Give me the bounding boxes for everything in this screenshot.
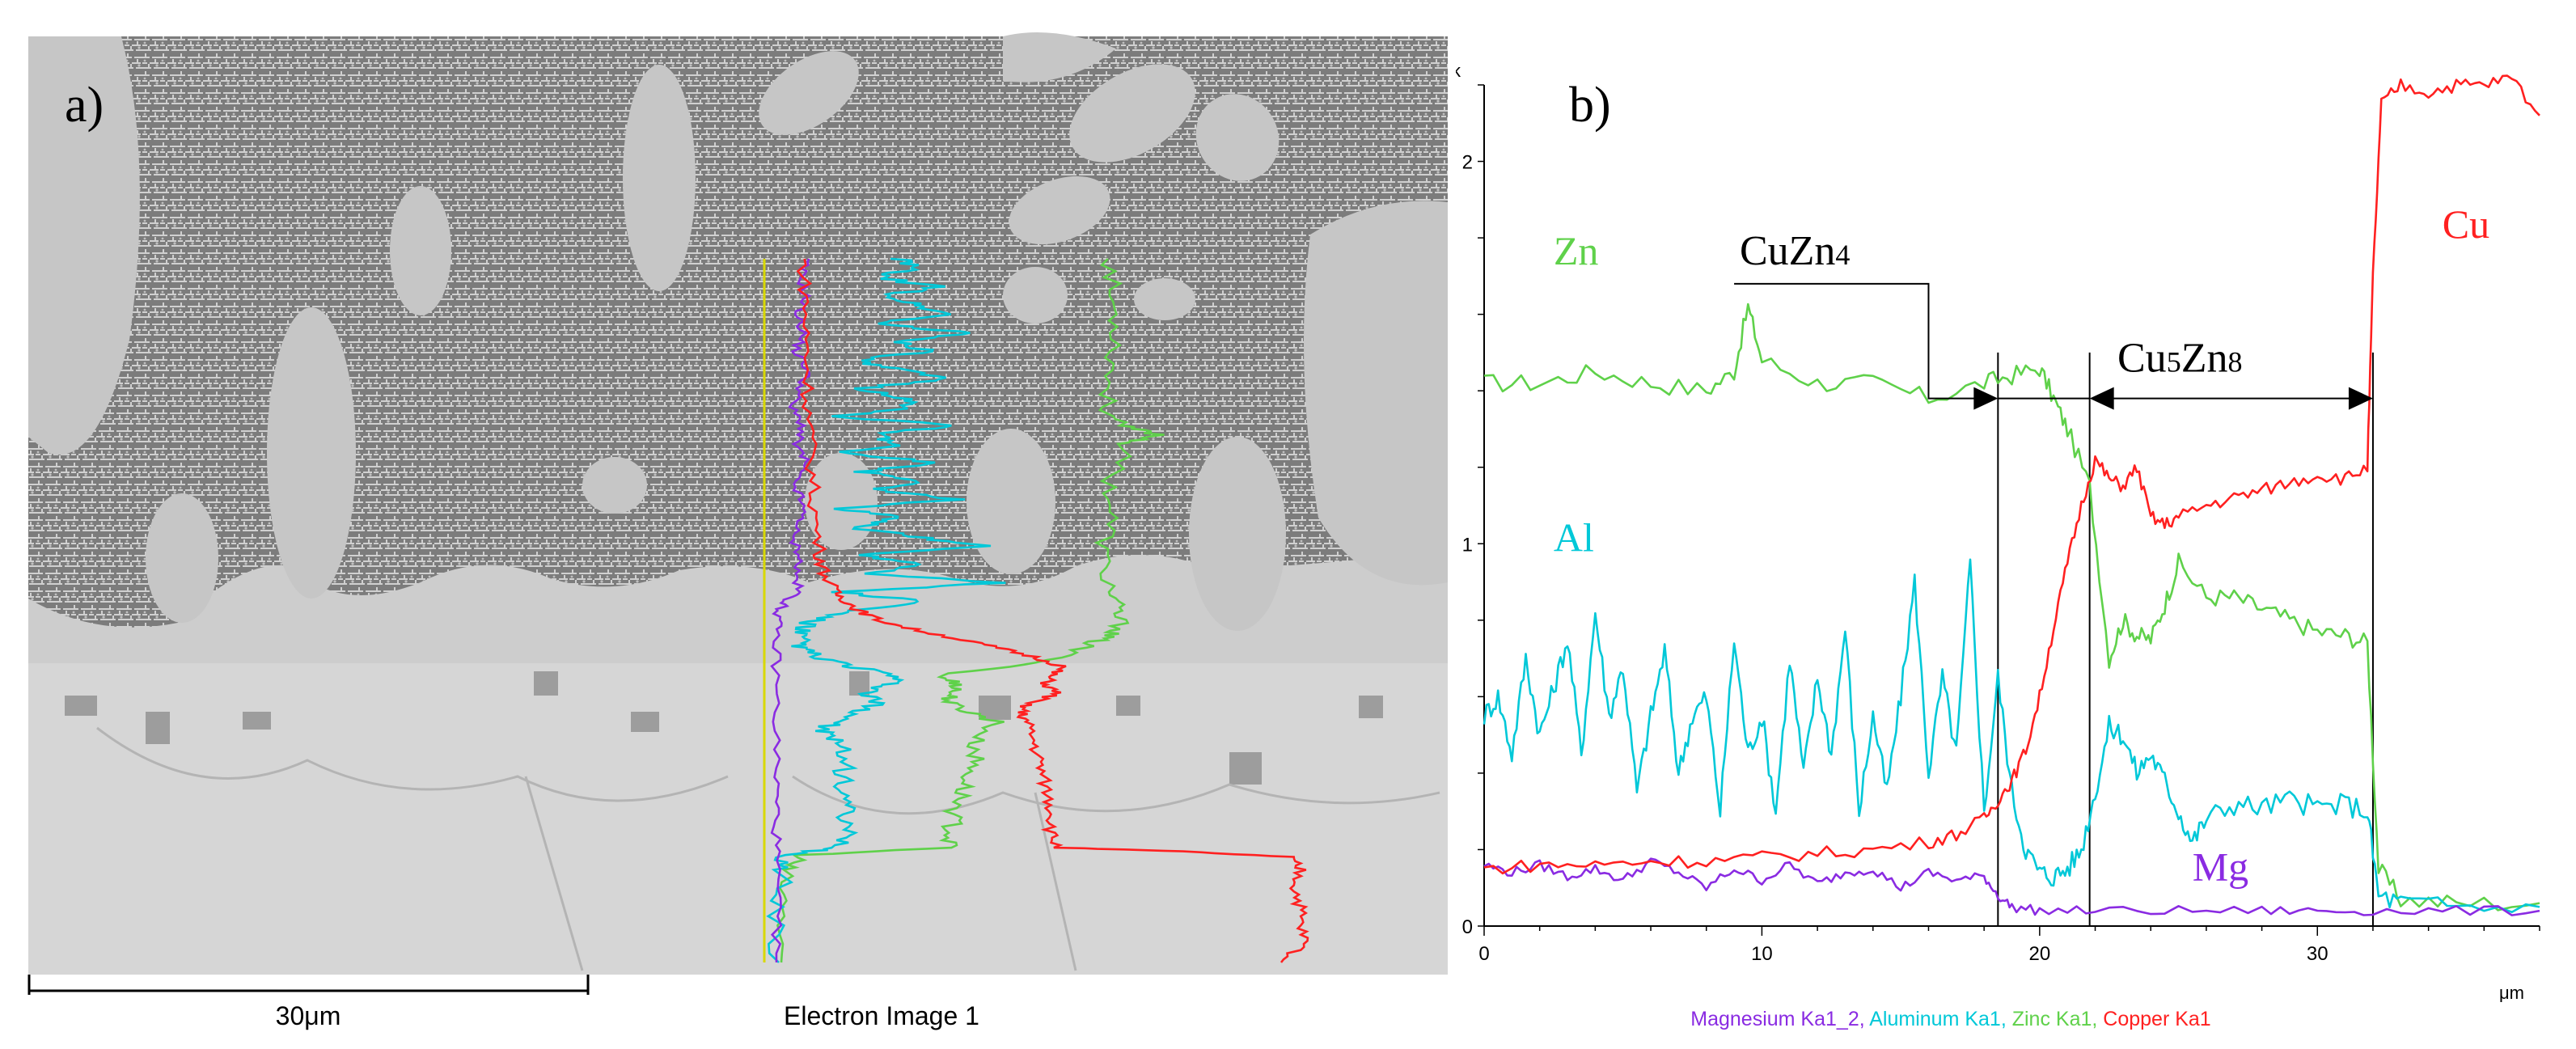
sem-linescan-profiles bbox=[766, 257, 1309, 963]
cuzn4-arrowhead bbox=[1973, 387, 1999, 410]
y-tick-label: 1 bbox=[1462, 534, 1473, 556]
cu5zn8-right-arrowhead bbox=[2348, 387, 2373, 410]
y-axis-unit: k bbox=[1456, 61, 1461, 81]
y-tick-label: 0 bbox=[1462, 916, 1473, 938]
cu5zn8-left-arrowhead bbox=[2089, 387, 2114, 410]
series-line-cu bbox=[1483, 74, 2540, 875]
x-tick-label: 20 bbox=[2028, 943, 2050, 965]
series-label-zn: Zn bbox=[1554, 228, 1599, 273]
series-label-al: Al bbox=[1554, 515, 1594, 560]
scale-bar bbox=[27, 975, 590, 995]
sem-profile-cu bbox=[796, 258, 1309, 963]
sem-profile-zn bbox=[776, 258, 1165, 963]
chart-series bbox=[1483, 74, 2540, 916]
sem-micrograph bbox=[28, 32, 1448, 975]
chart-axes: 0 10 20 30 0 1 2 bbox=[1462, 84, 2540, 965]
series-line-zn bbox=[1483, 302, 2540, 912]
scale-bar-label: 30μm bbox=[276, 1001, 341, 1030]
series-line-al bbox=[1483, 558, 2540, 913]
legend: Magnesium Ka1_2, Aluminum Ka1, Zinc Ka1,… bbox=[1690, 1008, 2210, 1030]
x-axis-unit: μm bbox=[2499, 983, 2524, 1003]
phase-boundaries bbox=[1997, 352, 2374, 926]
sem-image-panel: a) 30μm Electron Image 1 bbox=[27, 32, 1448, 1030]
series-labels: Zn Al Mg Cu bbox=[1554, 201, 2489, 889]
phase-label-cu5zn8: Cu5Zn8 bbox=[2117, 336, 2242, 382]
series-line-mg bbox=[1483, 857, 2540, 916]
panel-b-label: b) bbox=[1569, 78, 1611, 133]
image-caption: Electron Image 1 bbox=[784, 1001, 979, 1030]
sem-profile-mg bbox=[770, 258, 812, 963]
sem-profile-al bbox=[766, 257, 1006, 963]
interface-boundary bbox=[28, 555, 1448, 663]
dendrite-arms bbox=[28, 32, 1448, 631]
panel-a-label: a) bbox=[65, 78, 104, 133]
phase-annotations: CuZn4 Cu5Zn8 bbox=[1734, 228, 2373, 410]
series-label-mg: Mg bbox=[2193, 844, 2248, 889]
y-tick-label: 2 bbox=[1462, 152, 1473, 174]
substrate-grain-boundaries bbox=[96, 726, 1440, 971]
cuzn4-leader bbox=[1734, 282, 1979, 400]
x-tick-label: 0 bbox=[1478, 943, 1489, 965]
series-label-cu: Cu bbox=[2443, 201, 2489, 247]
phase-label-cuzn4: CuZn4 bbox=[1740, 228, 1850, 274]
x-tick-label: 30 bbox=[2307, 943, 2329, 965]
x-tick-label: 10 bbox=[1751, 943, 1773, 965]
substrate-particles bbox=[65, 671, 1383, 785]
